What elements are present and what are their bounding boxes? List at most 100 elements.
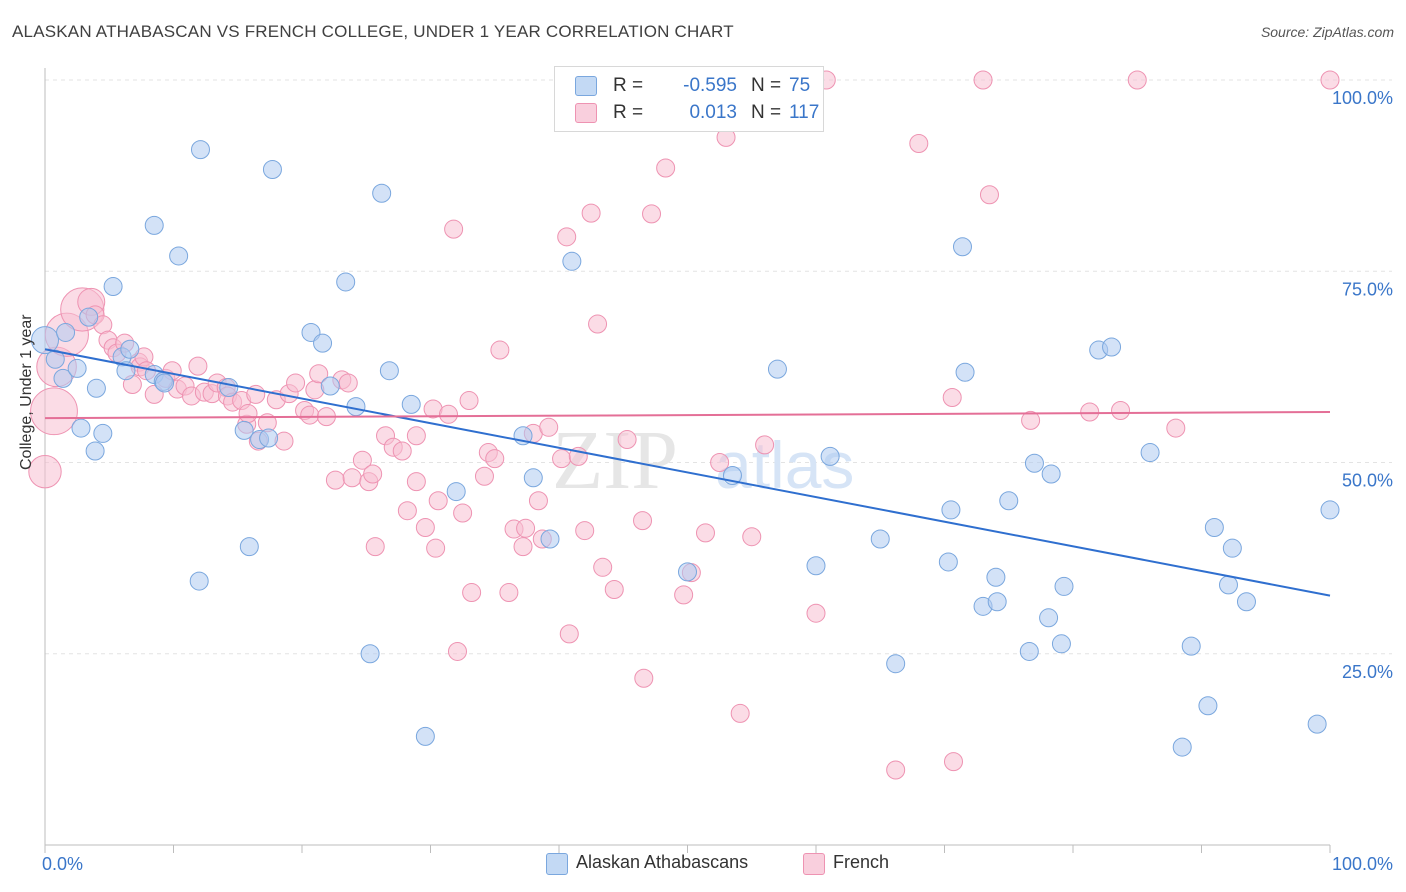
french-point	[618, 431, 636, 449]
alaskan-point	[191, 141, 209, 159]
french-point	[287, 374, 305, 392]
french-point	[343, 469, 361, 487]
french-point	[301, 406, 319, 424]
french-point	[634, 512, 652, 530]
alaskan-point	[1308, 715, 1326, 733]
alaskan-point	[987, 568, 1005, 586]
french-point	[1112, 401, 1130, 419]
alaskan-point	[1182, 637, 1200, 655]
legend-swatch-french	[575, 103, 597, 123]
french-point	[31, 388, 78, 435]
french-point	[657, 159, 675, 177]
french-point	[448, 642, 466, 660]
french-point	[445, 220, 463, 238]
legend-r-label: R =	[613, 102, 643, 124]
alaskan-point	[380, 362, 398, 380]
alaskan-point	[1025, 454, 1043, 472]
legend-n-value: 117	[789, 102, 819, 124]
legend-swatch-french	[803, 853, 825, 875]
alaskan-point	[416, 727, 434, 745]
alaskan-point	[1237, 593, 1255, 611]
alaskan-point	[337, 273, 355, 291]
alaskan-point	[1321, 501, 1339, 519]
alaskan-point	[87, 379, 105, 397]
alaskan-point	[1205, 519, 1223, 537]
correlation-legend: R = -0.595 N = 75 R = 0.013 N = 117	[554, 66, 824, 132]
y-tick-label: 75.0%	[1342, 279, 1393, 299]
alaskan-point	[72, 419, 90, 437]
series-french	[29, 71, 1339, 779]
alaskan-point	[447, 483, 465, 501]
legend-n-value: 75	[789, 75, 810, 97]
french-point	[943, 388, 961, 406]
french-point	[553, 450, 571, 468]
alaskan-point	[263, 161, 281, 179]
french-point	[364, 465, 382, 483]
alaskan-trend-line	[45, 349, 1330, 595]
alaskan-point	[361, 645, 379, 663]
legend-n-label: N =	[751, 102, 781, 124]
french-point	[529, 492, 547, 510]
legend-n-label: N =	[751, 75, 781, 97]
french-point	[393, 442, 411, 460]
alaskan-point	[86, 442, 104, 460]
y-tick-label: 100.0%	[1332, 88, 1393, 108]
alaskan-point	[1141, 444, 1159, 462]
alaskan-point	[220, 379, 238, 397]
legend-swatch-alaskan	[546, 853, 568, 875]
french-point	[980, 186, 998, 204]
french-point	[594, 558, 612, 576]
alaskan-point	[1173, 738, 1191, 756]
alaskan-point	[1199, 697, 1217, 715]
french-point	[514, 538, 532, 556]
alaskan-point	[679, 563, 697, 581]
french-trend-line	[45, 412, 1330, 418]
alaskan-point	[1040, 609, 1058, 627]
french-point	[582, 204, 600, 222]
scatter-chart: ZIP atlas 25.0%50.0%75.0%100.0%0.0% 100.0…	[0, 0, 1406, 892]
french-point	[366, 538, 384, 556]
y-tick-label: 50.0%	[1342, 471, 1393, 491]
french-point	[454, 504, 472, 522]
french-point	[517, 519, 535, 537]
french-point	[1321, 71, 1339, 89]
y-tick-label: 25.0%	[1342, 662, 1393, 682]
french-point	[398, 502, 416, 520]
y-axis-label: College, Under 1 year	[18, 314, 36, 470]
legend-r-value: 0.013	[651, 102, 737, 124]
gridlines	[45, 80, 1392, 654]
french-point	[643, 205, 661, 223]
french-point	[540, 418, 558, 436]
alaskan-point	[1055, 577, 1073, 595]
french-point	[463, 584, 481, 602]
french-point	[887, 761, 905, 779]
french-point	[429, 492, 447, 510]
french-point	[675, 586, 693, 604]
french-point	[605, 580, 623, 598]
french-point	[1167, 419, 1185, 437]
alaskan-point	[347, 398, 365, 416]
alaskan-point	[190, 572, 208, 590]
french-point	[1081, 403, 1099, 421]
alaskan-point	[956, 363, 974, 381]
french-point	[558, 228, 576, 246]
alaskan-point	[871, 530, 889, 548]
french-point	[974, 71, 992, 89]
french-point	[275, 432, 293, 450]
french-point	[416, 519, 434, 537]
alaskan-point	[68, 359, 86, 377]
alaskan-point	[240, 538, 258, 556]
french-point	[635, 669, 653, 687]
legend-r-value: -0.595	[651, 75, 737, 97]
alaskan-point	[821, 447, 839, 465]
alaskan-point	[1219, 576, 1237, 594]
alaskan-point	[887, 655, 905, 673]
french-point	[500, 584, 518, 602]
alaskan-point	[1103, 338, 1121, 356]
alaskan-point	[314, 334, 332, 352]
french-point	[944, 753, 962, 771]
french-point	[756, 436, 774, 454]
alaskan-point	[1020, 642, 1038, 660]
alaskan-point	[321, 377, 339, 395]
french-point	[560, 625, 578, 643]
